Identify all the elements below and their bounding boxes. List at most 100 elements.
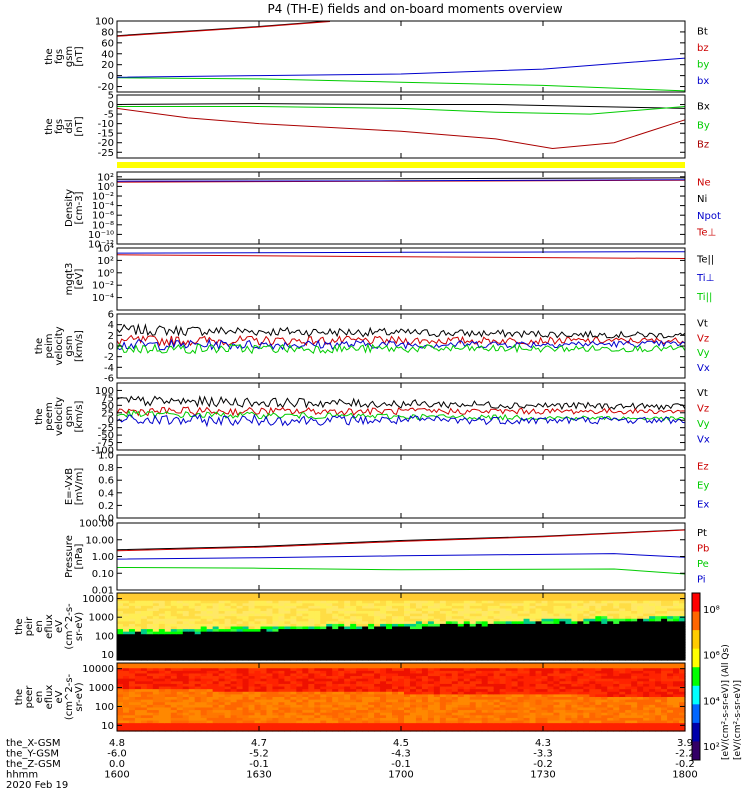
heat-cell xyxy=(421,605,429,610)
heat-cell xyxy=(158,681,166,685)
heat-cell xyxy=(296,689,303,693)
heat-cell xyxy=(272,689,280,693)
heat-cell xyxy=(565,678,572,682)
heat-cell xyxy=(296,686,303,690)
heat-cell xyxy=(212,663,220,667)
heat-cell xyxy=(152,616,160,620)
heat-cell xyxy=(607,608,614,612)
heat-cell xyxy=(541,629,549,633)
heat-cell xyxy=(314,623,321,628)
heat-cell xyxy=(350,699,357,703)
heat-cell xyxy=(505,663,513,667)
heat-cell xyxy=(427,605,435,610)
heat-cell xyxy=(296,629,303,633)
heat-cell xyxy=(601,623,608,628)
heat-cell xyxy=(344,678,351,682)
series-Bt xyxy=(116,20,331,37)
heat-cell xyxy=(194,670,202,675)
heat-cell xyxy=(409,641,417,646)
heat-cell xyxy=(308,657,315,661)
heat-cell xyxy=(403,699,411,703)
heat-cell xyxy=(421,665,429,669)
series-Pe xyxy=(116,567,686,575)
heat-cell xyxy=(314,636,321,640)
heat-cell xyxy=(248,657,256,661)
heat-cell xyxy=(308,595,315,599)
heat-cell xyxy=(200,728,208,732)
heat-cell xyxy=(194,608,202,612)
heat-cell xyxy=(362,694,369,698)
heat-cell xyxy=(595,683,602,688)
heat-cell xyxy=(469,621,477,625)
heat-cell xyxy=(230,621,238,625)
heat-cell xyxy=(421,613,429,617)
heat-cell xyxy=(415,697,423,701)
heat-cell xyxy=(469,647,477,651)
heat-cell xyxy=(206,728,214,732)
heat-cell xyxy=(427,707,435,711)
heat-cell xyxy=(386,605,393,610)
heat-cell xyxy=(236,665,244,669)
heat-cell xyxy=(278,634,286,638)
heat-cell xyxy=(308,613,315,617)
heat-cell xyxy=(475,657,483,661)
heat-cell xyxy=(236,623,244,628)
heat-cell xyxy=(511,654,519,659)
heat-cell xyxy=(284,723,291,727)
heat-cell xyxy=(134,691,142,695)
heat-cell xyxy=(499,686,507,690)
heat-cell xyxy=(224,665,232,669)
ytick-label: -100 xyxy=(91,446,114,457)
heat-cell xyxy=(607,605,614,610)
heat-cell xyxy=(409,670,417,675)
heat-cell xyxy=(158,631,166,635)
legend-entry: Ne xyxy=(697,177,711,188)
heat-cell xyxy=(368,665,375,669)
heat-cell xyxy=(577,652,584,656)
heat-cell xyxy=(451,649,459,653)
heat-cell xyxy=(146,699,154,703)
heat-cell xyxy=(117,676,124,680)
heat-cell xyxy=(212,697,220,701)
heat-cell xyxy=(236,621,244,625)
heat-cell xyxy=(236,683,244,688)
heat-cell xyxy=(152,618,160,622)
heat-cell xyxy=(122,634,130,638)
heat-cell xyxy=(469,634,477,638)
heat-cell xyxy=(427,699,435,703)
heat-cell xyxy=(523,689,531,693)
heat-cell xyxy=(403,611,411,615)
heat-cell xyxy=(374,593,381,597)
heat-cell xyxy=(134,618,142,622)
heat-cell xyxy=(469,697,477,701)
heat-cell xyxy=(290,595,297,599)
heat-cell xyxy=(158,639,166,643)
heat-cell xyxy=(493,608,501,612)
heat-cell xyxy=(344,616,351,620)
heat-cell xyxy=(332,598,339,602)
heat-cell xyxy=(254,618,262,622)
heat-cell xyxy=(206,593,214,597)
heat-cell xyxy=(314,670,321,675)
heat-cell xyxy=(667,639,674,643)
heat-cell xyxy=(565,608,572,612)
heat-cell xyxy=(236,681,244,685)
heat-cell xyxy=(200,600,208,604)
heat-cell xyxy=(386,723,393,727)
heat-cell xyxy=(553,631,561,635)
heat-cell xyxy=(547,673,555,677)
heat-cell xyxy=(290,712,297,716)
heat-cell xyxy=(350,712,357,716)
heat-cell xyxy=(128,631,136,635)
heat-cell xyxy=(547,715,555,719)
heat-cell xyxy=(433,697,441,701)
heat-cell xyxy=(117,663,124,667)
heat-cell xyxy=(541,618,549,622)
heat-cell xyxy=(595,629,602,633)
heat-cell xyxy=(296,621,303,625)
y-axis-label: [nT] xyxy=(74,116,85,136)
y-axis-label: the xyxy=(34,408,45,424)
heat-cell xyxy=(188,616,196,620)
ytick-label: -4 xyxy=(104,363,114,374)
heat-cell xyxy=(481,717,489,722)
